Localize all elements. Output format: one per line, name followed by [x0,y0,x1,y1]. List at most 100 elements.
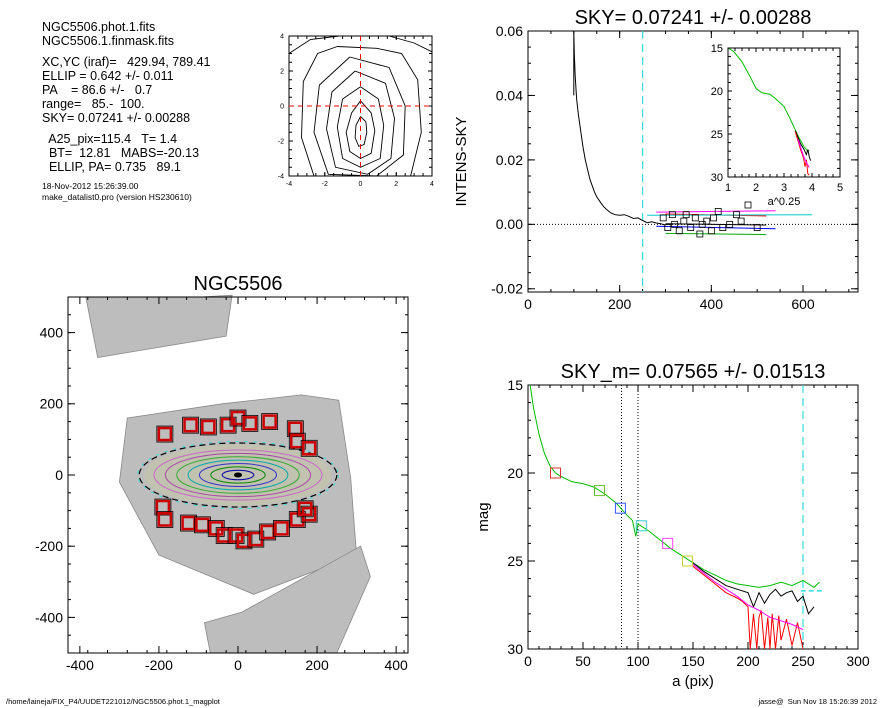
mag-series-line [692,562,815,615]
sky-point [707,227,715,235]
mag-profile-data [529,384,823,650]
masked-region-outline [199,418,217,436]
inset-series-line [794,131,810,176]
y-tick-label: 0 [55,467,63,483]
masked-region-outline [154,498,172,516]
mag-marker [614,502,626,514]
mag-series-line [692,565,804,650]
sky-point [733,211,740,219]
x-tick-label: 400 [700,296,724,312]
sky-series-line [573,30,666,226]
y-tick-label: 0.02 [496,152,523,168]
y-tick-label: 4 [280,33,284,40]
x-tick-label: 200 [608,296,632,312]
sky-series-line [656,210,776,213]
y-tick-label: 0.06 [496,23,523,39]
y-tick-label: 30 [711,172,723,184]
contour-line [288,35,340,54]
mag-marker [550,467,561,479]
y-tick-label: -0.02 [491,281,523,297]
mag-marker [594,485,605,497]
x-tick-label: -2 [322,181,328,188]
info-line: NGC5506.phot.1.fits [42,20,156,34]
mag-marker [662,537,674,549]
x-tick-label: 150 [681,653,705,669]
y-tick-label: 20 [507,465,523,481]
isophote [198,463,278,487]
x-tick-label: 300 [846,653,870,669]
sky-point [664,224,672,231]
masked-region [301,441,317,456]
masked-region-outline [156,425,174,443]
contour-line [345,100,376,160]
y-tick-label: 200 [40,396,64,412]
inset-series-line [794,130,812,161]
info-line: SKY= 0.07241 +/- 0.00288 [42,111,191,125]
masked-region-outline [286,420,304,438]
masked-region-outline [261,413,279,431]
timestamp-line: 18-Nov-2012 15:26:39.00 [42,181,139,191]
galaxy-title: NGC5506 [194,273,283,295]
sky-point [744,201,752,209]
y-tick-label: 15 [711,43,723,55]
x-tick-label: -4 [286,181,292,188]
x-tick-label: 5 [837,182,843,194]
y-tick-label: 15 [507,377,523,393]
masked-region-outline [296,500,314,518]
y-tick-label: 30 [507,641,523,657]
masked-region-outline [235,532,253,550]
contour-line [326,70,395,175]
sky-profile-ylabel: INTENS-SKY [453,116,470,206]
y-tick-label: 0 [280,103,284,110]
y-tick-label: -200 [35,538,63,554]
sky-point [682,211,690,219]
sky-profile-title: SKY= 0.07241 +/- 0.00288 [575,7,812,29]
mag-profile-ylabel: mag [475,502,492,531]
sky-point [696,230,704,238]
mag-marker [635,520,647,532]
sky-point [719,224,727,231]
masked-region [201,419,216,435]
x-tick-label: 100 [626,653,650,669]
x-tick-label: 4 [430,181,434,188]
image-strip-top [85,294,233,358]
inset-xlabel: a^0.25 [768,196,801,208]
footer-path: /home/laineja/FIX_P4/UUDET221012/NGC5506… [6,697,220,706]
fit-ellipse [138,442,338,508]
sky-ellipse [137,440,339,510]
sky-point [680,217,688,225]
mag-marker [682,555,693,567]
galaxy-image [85,294,371,654]
y-tick-label: -400 [35,609,63,625]
masked-region [274,521,289,536]
mag-profile-xlabel: a (pix) [672,673,714,690]
info-line: A25_pix=115.4 T= 1.4 [42,132,178,146]
x-tick-label: 1 [725,182,731,194]
masked-region [242,416,258,431]
mag-profile-title: SKY_m= 0.07565 +/- 0.01513 [561,361,826,383]
info-line: NGC5506.1.finmask.fits [42,34,174,48]
sky-point [726,220,734,228]
masked-region-outline [215,527,233,544]
sky-profile-frame [527,30,859,293]
contour-line [301,46,422,177]
mag-series-line [692,564,804,631]
y-tick-label: 25 [507,553,523,569]
sky-point [737,217,745,225]
info-line: PA = 86.6 +/- 0.7 [42,83,153,97]
x-tick-label: 0 [234,657,242,673]
isophote [210,466,266,484]
x-tick-label: 0 [359,181,363,188]
sky-profile-axes: 0 200 400 600 -0.02 0.00 0.02 0.04 0.06 [491,23,859,312]
masked-region-outline [182,416,199,434]
x-tick-label: 0 [524,296,532,312]
info-line: BT= 12.81 MABS=-20.13 [42,146,200,160]
isophote [153,449,323,501]
y-tick-label: 25 [711,129,723,141]
y-tick-label: 2 [280,68,284,75]
sky-point [687,224,695,231]
sky-point [668,211,676,219]
image-strip-center [118,394,358,595]
masked-region-outline [300,439,318,457]
